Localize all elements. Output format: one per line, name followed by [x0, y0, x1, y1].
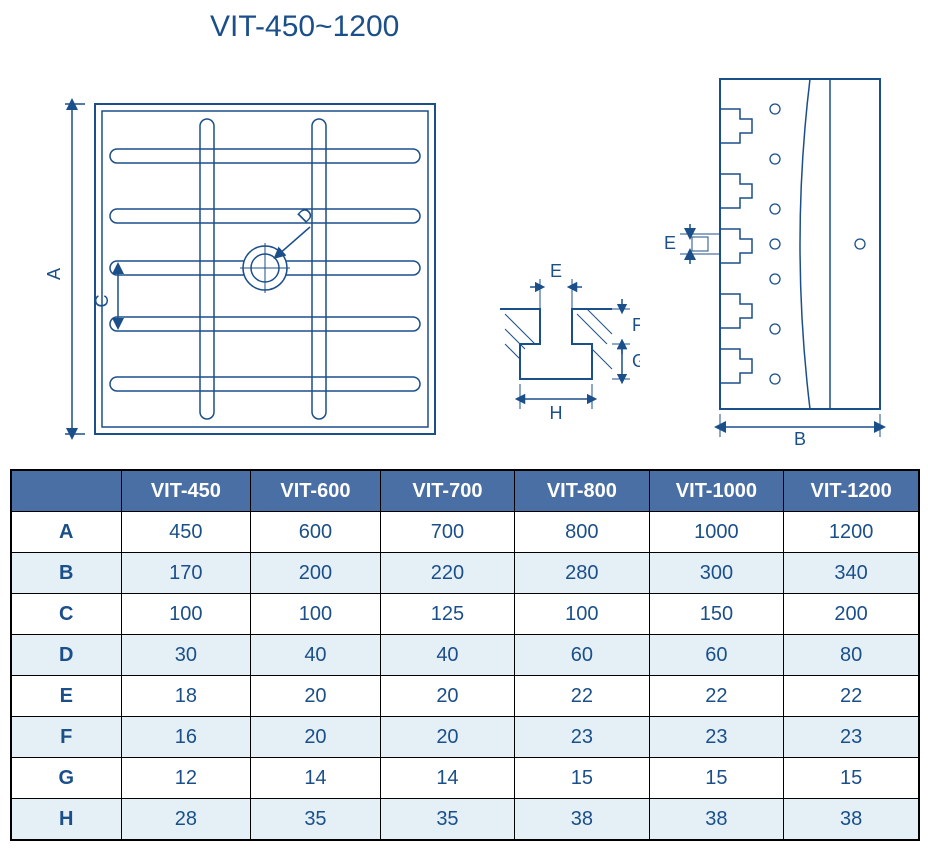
table-cell: 100 — [251, 594, 381, 635]
table-cell: 23 — [649, 717, 784, 758]
table-cell: 40 — [251, 635, 381, 676]
table-cell: 20 — [251, 717, 381, 758]
side-view-diagram: E B — [650, 49, 910, 449]
table-cell: 15 — [515, 758, 649, 799]
table-cell: 12 — [121, 758, 251, 799]
table-cell: 100 — [121, 594, 251, 635]
col-header: VIT-800 — [515, 470, 649, 512]
dim-label-C: C — [92, 295, 112, 308]
diagram-row: A D C — [10, 49, 918, 449]
col-header: VIT-1200 — [784, 470, 919, 512]
table-cell: 100 — [515, 594, 649, 635]
table-header-row: VIT-450 VIT-600 VIT-700 VIT-800 VIT-1000… — [11, 470, 919, 512]
table-row: C100100125100150200 — [11, 594, 919, 635]
table-cell: 20 — [380, 717, 514, 758]
dim-label-G: G — [632, 351, 640, 371]
table-cell: 600 — [251, 512, 381, 553]
dim-label-B: B — [794, 429, 806, 449]
table-row: B170200220280300340 — [11, 553, 919, 594]
table-cell: 700 — [380, 512, 514, 553]
table-cell: 300 — [649, 553, 784, 594]
table-cell: 23 — [515, 717, 649, 758]
table-cell: 22 — [649, 676, 784, 717]
table-cell: 35 — [251, 799, 381, 841]
page-title: VIT-450~1200 — [210, 10, 918, 44]
table-row: E182020222222 — [11, 676, 919, 717]
dim-label-E-side: E — [664, 233, 676, 253]
table-cell: 38 — [649, 799, 784, 841]
table-cell: 35 — [380, 799, 514, 841]
row-label: G — [11, 758, 121, 799]
row-label: F — [11, 717, 121, 758]
table-row: F162020232323 — [11, 717, 919, 758]
row-label: B — [11, 553, 121, 594]
col-header: VIT-450 — [121, 470, 251, 512]
table-cell: 340 — [784, 553, 919, 594]
table-row: G121414151515 — [11, 758, 919, 799]
table-cell: 170 — [121, 553, 251, 594]
table-cell: 22 — [784, 676, 919, 717]
table-cell: 38 — [515, 799, 649, 841]
slot-profile-diagram: E F G H — [480, 249, 640, 449]
table-cell: 200 — [784, 594, 919, 635]
table-cell: 14 — [251, 758, 381, 799]
table-cell: 28 — [121, 799, 251, 841]
table-cell: 280 — [515, 553, 649, 594]
table-cell: 38 — [784, 799, 919, 841]
dim-label-E: E — [550, 261, 562, 281]
table-cell: 200 — [251, 553, 381, 594]
table-cell: 220 — [380, 553, 514, 594]
table-cell: 20 — [251, 676, 381, 717]
table-cell: 15 — [649, 758, 784, 799]
table-cell: 40 — [380, 635, 514, 676]
table-cell: 16 — [121, 717, 251, 758]
table-cell: 18 — [121, 676, 251, 717]
row-label: C — [11, 594, 121, 635]
table-cell: 15 — [784, 758, 919, 799]
row-label: A — [11, 512, 121, 553]
table-cell: 450 — [121, 512, 251, 553]
table-cell: 60 — [515, 635, 649, 676]
table-corner — [11, 470, 121, 512]
dim-label-F: F — [632, 315, 640, 335]
table-cell: 125 — [380, 594, 514, 635]
table-row: A45060070080010001200 — [11, 512, 919, 553]
row-label: E — [11, 676, 121, 717]
row-label: H — [11, 799, 121, 841]
table-cell: 1200 — [784, 512, 919, 553]
col-header: VIT-1000 — [649, 470, 784, 512]
table-row: D304040606080 — [11, 635, 919, 676]
col-header: VIT-600 — [251, 470, 381, 512]
table-cell: 60 — [649, 635, 784, 676]
table-row: H283535383838 — [11, 799, 919, 841]
table-cell: 23 — [784, 717, 919, 758]
spec-table: VIT-450 VIT-600 VIT-700 VIT-800 VIT-1000… — [10, 469, 920, 841]
table-cell: 1000 — [649, 512, 784, 553]
table-cell: 14 — [380, 758, 514, 799]
dim-label-H: H — [550, 403, 563, 423]
table-cell: 80 — [784, 635, 919, 676]
table-cell: 20 — [380, 676, 514, 717]
top-view-diagram: A D C — [10, 69, 470, 449]
table-cell: 800 — [515, 512, 649, 553]
table-cell: 22 — [515, 676, 649, 717]
table-cell: 150 — [649, 594, 784, 635]
dim-label-A: A — [44, 268, 64, 280]
row-label: D — [11, 635, 121, 676]
table-cell: 30 — [121, 635, 251, 676]
col-header: VIT-700 — [380, 470, 514, 512]
